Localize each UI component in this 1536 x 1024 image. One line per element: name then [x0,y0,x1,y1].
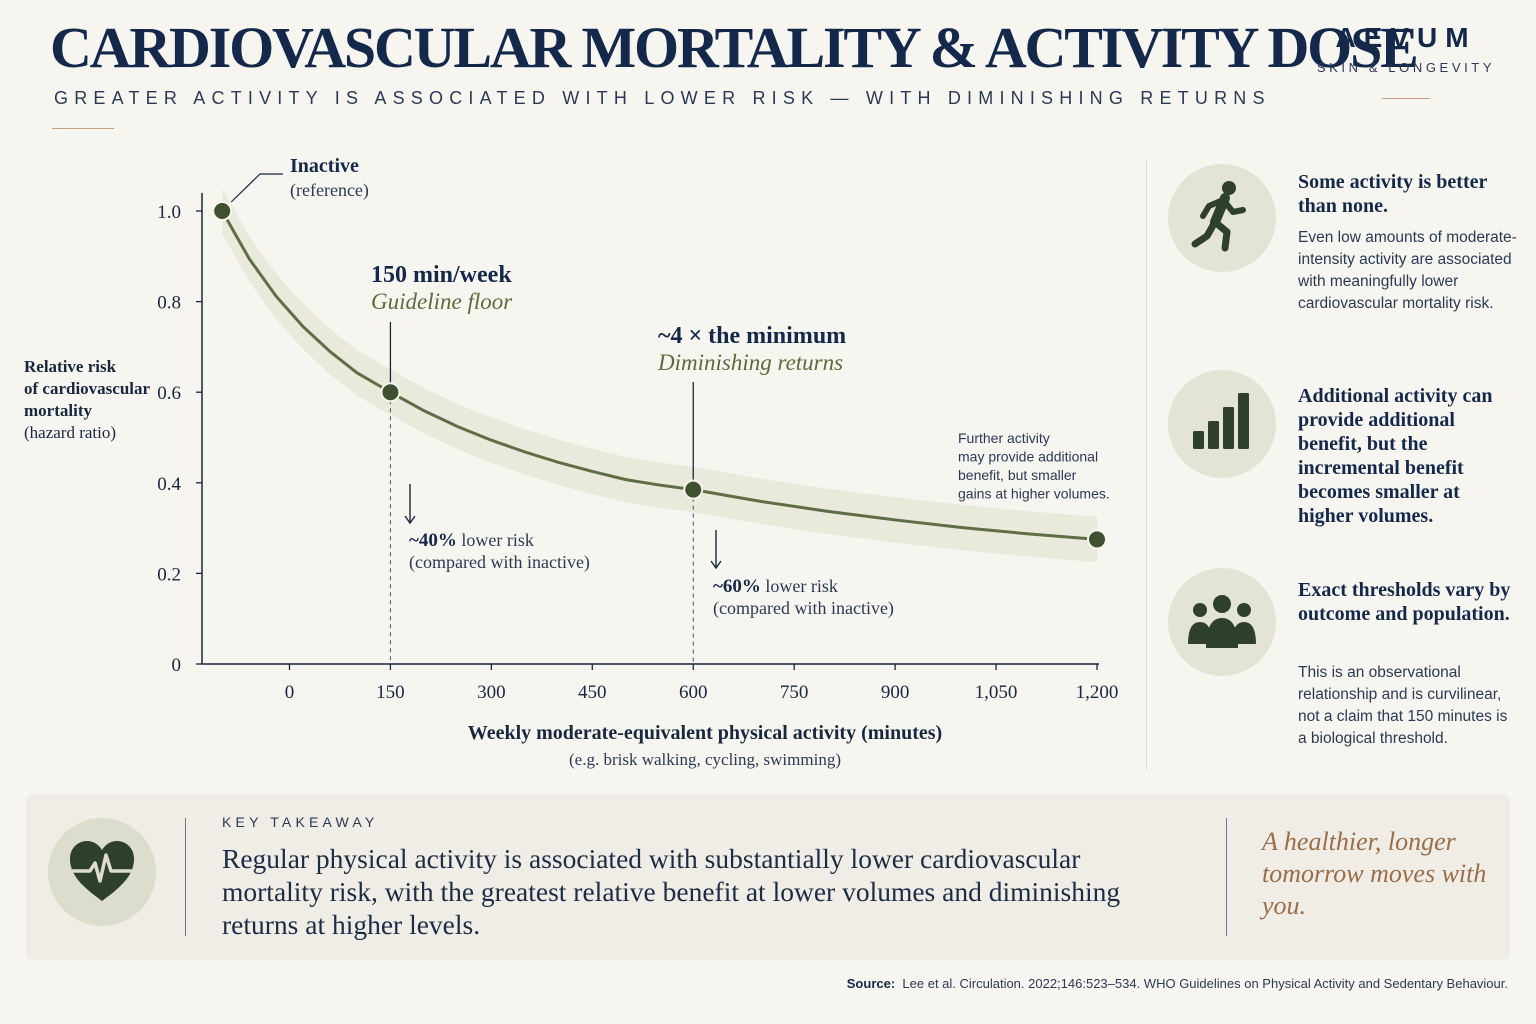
source-label: Source: [846,976,896,991]
further-activity-note: gains at higher volumes. [958,486,1110,502]
brand-slogan: A healthier, longer tomorrow moves with … [1262,827,1487,920]
source-text: Lee et al. Circulation. 2022;146:523–534… [902,976,1508,991]
title-accent-rule [52,128,114,129]
panel-1-body: Even low amounts of moderate-intensity a… [1298,229,1517,312]
y-tick-label: 0 [172,655,182,676]
heart-pulse-icon [70,841,134,901]
takeaway-divider-left [185,818,186,936]
x-tick-label: 600 [679,682,708,703]
sixty-arrow-head [710,560,722,570]
data-point [683,479,704,500]
panel-3-body: This is an observational relationship an… [1298,664,1508,747]
brand-tagline: SKIN & LONGEVITY [1316,60,1496,75]
x-tick-label: 300 [477,682,506,703]
forty-percent-label-text: lower risk [457,530,534,550]
inactive-pointer [230,173,283,203]
x-tick-label: 1,050 [975,682,1018,703]
takeaway-text: Regular physical activity is associated … [222,843,1121,940]
x-tick-label: 150 [376,682,405,703]
takeaway-divider-right [1226,818,1227,936]
brand-accent-rule [1382,98,1430,99]
further-activity-note: Further activity [958,430,1050,446]
x-tick-label: 450 [578,682,607,703]
runner-icon [1191,181,1246,252]
y-axis-label-line1: Relative risk [24,357,117,376]
data-point [380,382,401,403]
heart-pulse-icon-badge [48,818,156,926]
key-takeaway-panel [26,794,1510,960]
forty-percent-label: ~40% lower risk [409,530,534,551]
data-point [1087,529,1107,550]
forty-percent-label-value: ~40% [409,530,457,551]
bar-chart-icon-badge [1168,370,1276,478]
x-axis-note: (e.g. brisk walking, cycling, swimming) [569,750,841,769]
further-activity-note: may provide additional [958,449,1098,465]
four-x-sublabel: Diminishing returns [657,350,843,375]
runner-icon-badge [1168,164,1276,272]
data-point [212,201,233,221]
inactive-sublabel: (reference) [290,180,369,201]
guideline-sublabel: Guideline floor [371,289,513,314]
panel-1-heading: Some activity is better than none. [1298,171,1488,217]
x-tick-label: 900 [881,682,910,703]
section-divider [1146,160,1147,770]
y-tick-label: 1.0 [157,202,181,223]
people-icon [1188,595,1256,648]
y-tick-label: 0.2 [157,564,181,585]
x-axis-label: Weekly moderate-equivalent physical acti… [467,722,943,744]
brand-logo: AEVUM [1335,22,1477,53]
takeaway-label: KEY TAKEAWAY [222,814,379,830]
bar-chart-icon [1193,393,1249,449]
sixty-percent-label: ~60% lower risk [713,576,838,597]
y-axis-label-line3: mortality [24,401,92,420]
forty-arrow-head [404,515,416,525]
panel-2-heading: Additional activity can provide addition… [1298,385,1493,527]
guideline-label: 150 min/week [371,262,512,288]
page-title: CARDIOVASCULAR MORTALITY & ACTIVITY DOSE [50,15,1419,80]
x-tick-label: 750 [780,682,809,703]
y-tick-label: 0.6 [157,383,181,404]
y-axis-label-line2: of cardiovascular [24,379,151,398]
forty-percent-sublabel: (compared with inactive) [409,552,590,573]
sixty-percent-sublabel: (compared with inactive) [713,598,894,619]
inactive-label: Inactive [290,155,359,177]
dose-response-chart: 0 0.2 0.4 0.6 0.8 1.0 0 150 300 450 600 750 900 1,050… [157,155,1119,703]
further-activity-note: benefit, but smaller [958,467,1077,483]
four-x-label: ~4 × the minimum [658,323,846,349]
risk-curve [220,210,1098,541]
x-tick-label: 0 [285,682,295,703]
page-subtitle: GREATER ACTIVITY IS ASSOCIATED WITH LOWE… [54,88,1271,108]
y-tick-label: 0.8 [157,293,181,314]
y-axis-label: Relative risk of cardiovascular mortalit… [24,356,152,444]
sixty-percent-label-text: lower risk [761,576,838,596]
sixty-percent-label-value: ~60% [713,576,761,597]
panel-3-heading: Exact thresholds vary by outcome and pop… [1298,579,1511,625]
x-tick-label: 1,200 [1076,682,1119,703]
source-citation: Source: Lee et al. Circulation. 2022;146… [847,976,1508,991]
people-icon-badge [1168,568,1276,676]
confidence-band [222,188,1097,563]
y-tick-label: 0.4 [157,474,181,495]
y-axis-label-line4: (hazard ratio) [24,423,117,442]
